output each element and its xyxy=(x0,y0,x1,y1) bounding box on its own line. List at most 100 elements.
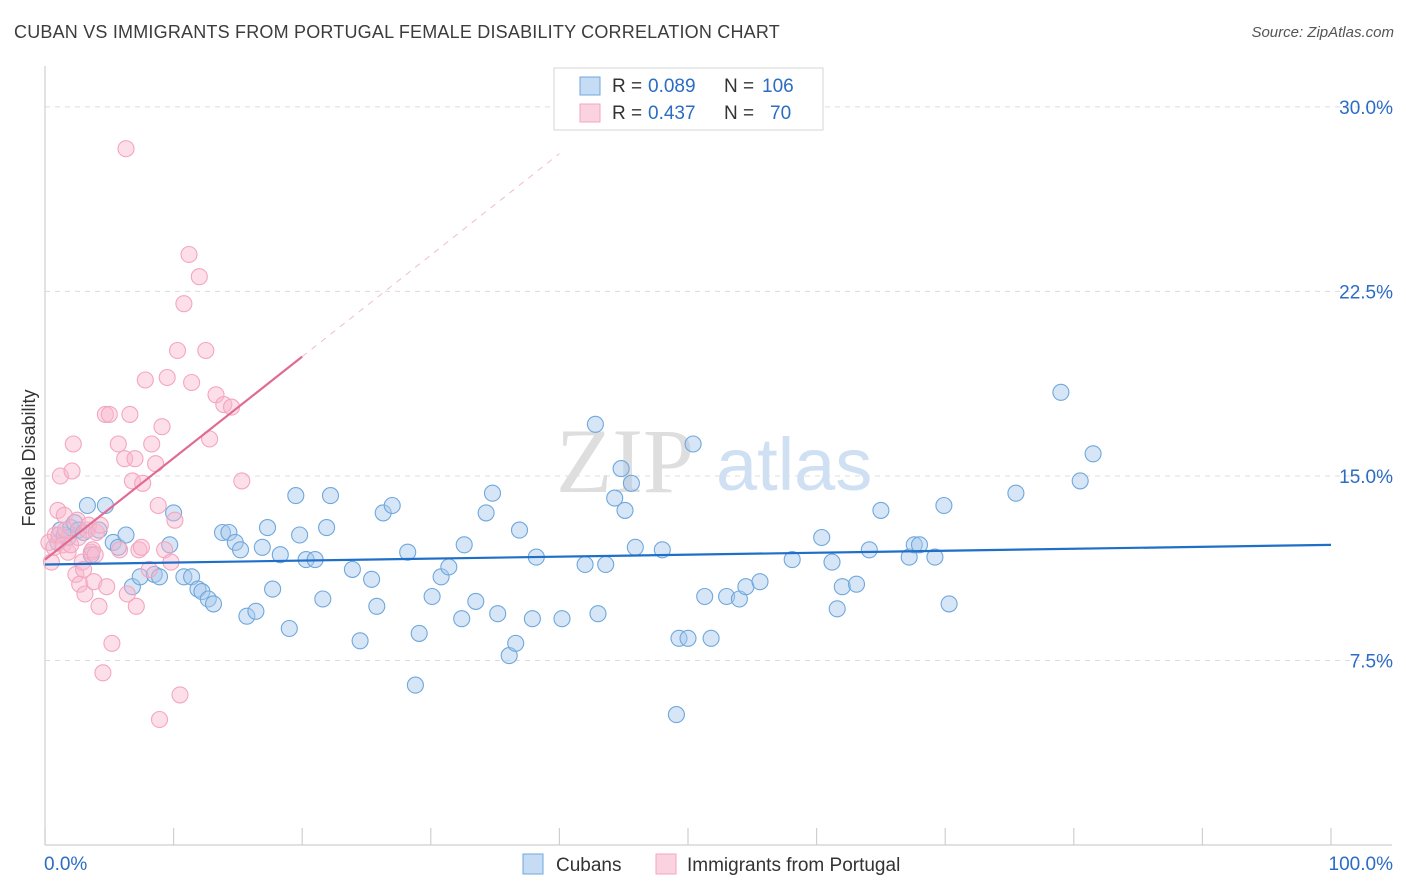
x-tick-label-max: 100.0% xyxy=(1329,854,1394,875)
cuban-point xyxy=(586,415,604,433)
cuban-point xyxy=(363,570,381,588)
cuban-point xyxy=(477,504,495,522)
cuban-point xyxy=(287,487,305,505)
portugal-point xyxy=(42,553,60,571)
portugal-point xyxy=(98,578,116,596)
portugal-point xyxy=(85,573,103,591)
portugal-point xyxy=(111,541,129,559)
cuban-point xyxy=(667,706,685,724)
portugal-point xyxy=(127,597,145,615)
portugal-point xyxy=(123,472,141,490)
portugal-trendline-extension xyxy=(301,153,560,358)
cuban-point xyxy=(910,536,929,554)
cuban-point xyxy=(264,580,282,598)
stats-r-value-1: 0.089 xyxy=(648,76,696,97)
cuban-point xyxy=(702,629,720,647)
cuban-point xyxy=(860,541,878,559)
cuban-trendline xyxy=(44,543,1332,566)
cuban-point xyxy=(626,538,644,556)
cuban-point xyxy=(78,496,96,515)
portugal-point xyxy=(96,405,114,423)
cuban-point xyxy=(199,590,217,608)
cuban-point xyxy=(455,536,473,554)
portugal-point xyxy=(75,560,93,578)
cuban-point xyxy=(653,541,671,559)
portugal-point xyxy=(190,268,208,286)
cuban-point xyxy=(161,536,179,554)
portugal-point xyxy=(118,585,136,603)
stats-n-label-1: N = xyxy=(724,76,754,97)
cuban-point xyxy=(751,573,769,591)
portugal-point xyxy=(233,472,251,490)
portugal-point xyxy=(100,405,118,423)
cuban-point xyxy=(220,523,238,542)
cuban-point xyxy=(670,629,688,647)
cuban-point xyxy=(597,555,615,574)
cuban-point xyxy=(940,595,958,613)
stats-n-value-1: 106 xyxy=(762,76,794,97)
cuban-point xyxy=(813,528,831,547)
cuban-point xyxy=(872,501,890,519)
cuban-point xyxy=(589,605,607,623)
portugal-point xyxy=(109,435,127,453)
cuban-point xyxy=(1052,383,1070,401)
cuban-point xyxy=(258,519,277,537)
portugal-point xyxy=(136,371,154,389)
cuban-point xyxy=(622,474,640,492)
cuban-point xyxy=(847,575,866,593)
cuban-point xyxy=(117,526,135,544)
cuban-point xyxy=(696,587,714,606)
cuban-point xyxy=(351,632,369,650)
stats-r-label-1: R = xyxy=(612,76,642,97)
portugal-point xyxy=(116,450,134,468)
y-tick-label: 30.0% xyxy=(1339,98,1393,119)
x-tick-label-min: 0.0% xyxy=(44,854,87,875)
portugal-point xyxy=(126,450,144,468)
cuban-point xyxy=(291,526,309,544)
portugal-point xyxy=(197,341,215,360)
portugal-point xyxy=(168,341,187,360)
cuban-point xyxy=(1007,484,1025,502)
cuban-point xyxy=(935,496,953,515)
portugal-point xyxy=(140,560,158,578)
cuban-point xyxy=(423,587,441,606)
portugal-point xyxy=(158,368,176,387)
portugal-point xyxy=(121,405,139,423)
portugal-point xyxy=(149,496,167,515)
cuban-point xyxy=(905,536,923,554)
cuban-point xyxy=(165,504,183,522)
portugal-point xyxy=(76,585,94,603)
axes-layer: 7.5% 15.0% 22.5% 30.0% xyxy=(44,66,1393,846)
legend-swatch-portugal xyxy=(655,853,677,875)
cuban-point xyxy=(453,610,471,628)
cuban-point xyxy=(616,501,634,519)
cuban-point xyxy=(489,605,507,623)
cuban-point xyxy=(410,624,428,642)
cuban-point xyxy=(280,619,298,638)
cuban-point xyxy=(553,610,571,628)
portugal-point xyxy=(171,686,189,704)
portugal-point xyxy=(63,462,81,480)
cuban-point xyxy=(507,634,525,652)
cuban-point xyxy=(523,610,541,628)
cuban-point xyxy=(440,558,458,576)
cuban-point xyxy=(321,487,340,505)
cuban-point xyxy=(1084,445,1102,463)
cuban-point xyxy=(606,489,624,507)
stats-n-label-2: N = xyxy=(724,103,754,124)
cuban-point xyxy=(483,484,502,502)
cuban-point xyxy=(576,555,594,574)
cuban-point xyxy=(204,595,223,613)
cuban-point xyxy=(213,523,232,542)
portugal-point xyxy=(86,546,104,564)
grid-layer xyxy=(45,106,1392,661)
stats-n-value-2: 70 xyxy=(770,103,791,124)
cuban-point xyxy=(467,592,485,610)
cuban-point xyxy=(679,629,697,647)
portugal-point xyxy=(55,506,73,524)
stats-legend: R = 0.089 N = 106 R = 0.437 N = 70 xyxy=(553,67,824,131)
watermark-atlas: atlas xyxy=(716,423,872,506)
cuban-point xyxy=(247,602,265,620)
stats-legend-swatch-cubans xyxy=(579,76,601,96)
cuban-point xyxy=(823,553,841,571)
